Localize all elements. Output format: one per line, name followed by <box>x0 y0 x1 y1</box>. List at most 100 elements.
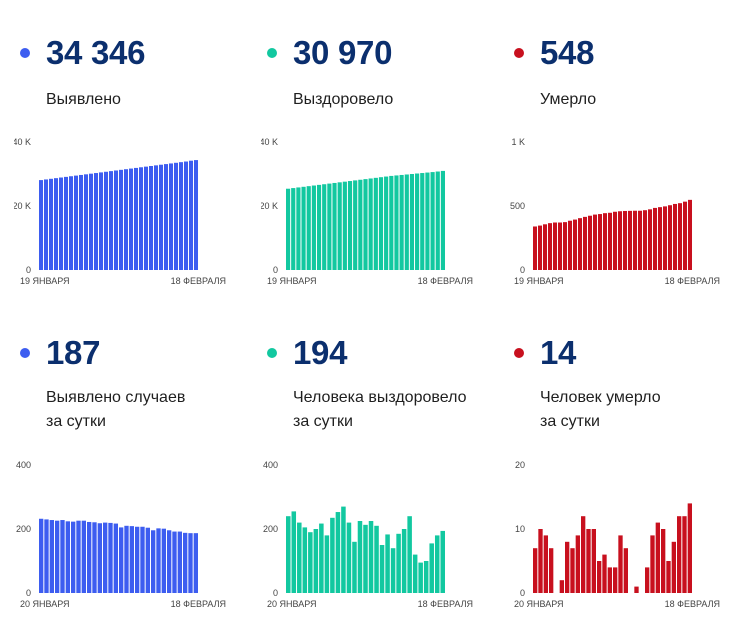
y-tick-label: 0 <box>520 588 525 598</box>
bar <box>613 211 617 270</box>
bar <box>319 523 324 593</box>
bar <box>668 205 672 270</box>
bar <box>337 182 342 270</box>
x-tick-label-start: 19 ЯНВАРЯ <box>514 276 564 286</box>
legend-dot <box>514 348 524 358</box>
bar <box>342 181 347 270</box>
bar <box>683 201 687 270</box>
bar <box>553 222 557 270</box>
bar <box>404 174 409 270</box>
bar <box>172 531 177 593</box>
bar <box>286 516 291 593</box>
bar <box>119 169 123 270</box>
bar <box>538 225 542 270</box>
bar <box>396 533 401 593</box>
y-tick-label: 1 K <box>511 137 525 147</box>
bar <box>586 529 591 593</box>
stat-value: 30 970 <box>293 34 393 71</box>
bar <box>673 203 677 270</box>
bar <box>407 516 412 593</box>
bar <box>322 184 327 270</box>
y-tick-label: 0 <box>26 265 31 275</box>
bar <box>87 521 92 593</box>
bar <box>645 567 650 593</box>
bar <box>94 173 98 270</box>
bar <box>49 178 53 270</box>
bar <box>581 516 586 593</box>
bar <box>608 212 612 270</box>
y-tick-label: 200 <box>16 524 31 534</box>
bar <box>113 523 118 593</box>
x-tick-label-end: 18 ФЕВРАЛЯ <box>171 276 226 286</box>
bar <box>440 530 445 593</box>
bar <box>650 535 655 593</box>
stat-label: Человека выздоровело за сутки <box>293 386 466 434</box>
bar <box>420 173 425 270</box>
bar <box>543 535 548 593</box>
bar <box>558 222 562 270</box>
bar <box>183 532 188 593</box>
x-tick-label-start: 20 ЯНВАРЯ <box>267 599 317 609</box>
bar <box>335 512 341 593</box>
bar <box>74 175 78 270</box>
x-tick-label-end: 18 ФЕВРАЛЯ <box>665 599 720 609</box>
bar <box>559 580 564 593</box>
bar <box>49 520 54 593</box>
bar <box>108 522 113 593</box>
bar <box>144 166 148 270</box>
bar <box>353 180 358 270</box>
legend-dot <box>267 48 277 58</box>
bar <box>613 567 618 593</box>
stat-value: 14 <box>540 334 577 371</box>
bar <box>92 522 97 593</box>
stat-value: 194 <box>293 334 348 371</box>
bar <box>435 171 440 270</box>
bar <box>568 220 572 270</box>
bar <box>575 535 580 593</box>
bar <box>159 164 163 270</box>
bar <box>81 520 86 593</box>
bar <box>291 188 296 270</box>
bar <box>109 171 113 270</box>
bar <box>548 223 552 270</box>
bar <box>103 522 108 593</box>
bar <box>188 533 193 593</box>
stat-label: Выздоровело <box>293 88 393 112</box>
bar <box>423 561 429 593</box>
bar <box>653 207 657 270</box>
bar <box>663 206 667 270</box>
bar <box>161 528 166 593</box>
bar <box>179 162 183 270</box>
bar <box>189 160 193 270</box>
bar <box>573 219 577 270</box>
bar <box>357 521 363 593</box>
legend-dot <box>20 348 30 358</box>
bar <box>429 543 434 593</box>
bar <box>565 541 570 593</box>
bar <box>430 172 435 270</box>
bar <box>286 188 291 270</box>
x-tick-label-start: 19 ЯНВАРЯ <box>20 276 70 286</box>
bar <box>71 521 76 593</box>
bar <box>588 215 592 270</box>
bar <box>593 214 597 270</box>
y-tick-label: 0 <box>520 265 525 275</box>
bar <box>177 531 182 593</box>
x-tick-label-end: 18 ФЕВРАЛЯ <box>665 276 720 286</box>
bar <box>682 516 687 593</box>
bar <box>346 522 352 593</box>
stat-label: Человек умерло за сутки <box>540 386 661 434</box>
bar <box>347 181 353 270</box>
bar <box>389 175 394 270</box>
panel-cumulative-recovered: 30 970 Выздоровело 0 20 K 40 K 19 ЯНВАРЯ 18 ФЕ… <box>261 0 501 627</box>
bar <box>114 170 118 270</box>
panel-cumulative-deaths: 548 Умерло 0 500 1 K 19 ЯНВАРЯ 18 ФЕВРАЛЯ <box>508 0 745 627</box>
stat-value: 34 346 <box>46 34 146 71</box>
bar <box>394 175 399 270</box>
bar <box>97 523 102 593</box>
bar <box>597 561 602 593</box>
bar <box>418 562 423 593</box>
y-tick-label: 40 K <box>14 137 31 147</box>
panel-daily-cases: 187 Выявлено случаев за сутки 0 200 400 20 ЯНВ… <box>14 0 254 627</box>
bar <box>363 179 368 270</box>
